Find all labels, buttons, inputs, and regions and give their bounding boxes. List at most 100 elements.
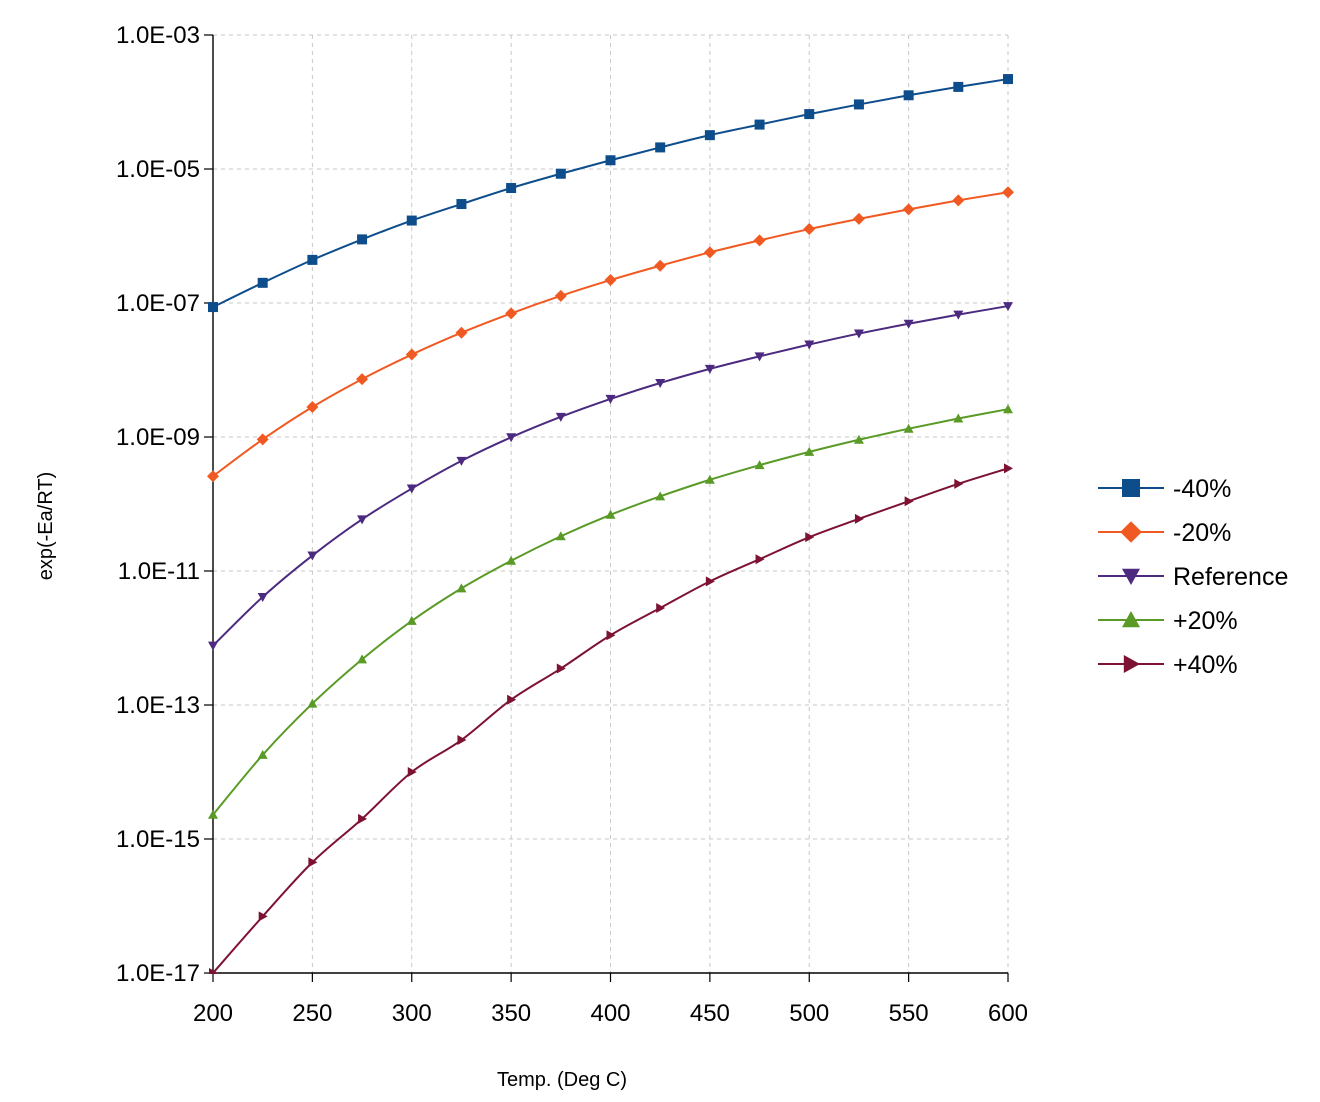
data-point [1003, 302, 1013, 312]
data-point [258, 911, 268, 922]
data-point [209, 968, 218, 974]
data-point [555, 412, 566, 422]
data-point [406, 215, 417, 226]
data-point [556, 663, 566, 674]
legend-item: Reference [1098, 563, 1288, 591]
data-point [903, 423, 914, 433]
data-point [357, 234, 368, 245]
data-point [804, 446, 815, 456]
y-tick-label: 1.0E-11 [118, 558, 200, 585]
data-point [903, 90, 914, 101]
data-point [953, 81, 964, 92]
data-point [803, 223, 816, 236]
legend-item: -20% [1098, 519, 1231, 547]
data-point [853, 434, 864, 444]
data-point [306, 401, 319, 414]
data-point [456, 583, 467, 593]
data-point [655, 378, 666, 388]
data-point [1003, 404, 1013, 414]
data-point [703, 246, 716, 259]
legend-item: +40% [1098, 651, 1238, 679]
data-point [208, 641, 218, 651]
x-tick-label: 250 [292, 1000, 332, 1027]
data-point [307, 551, 318, 561]
data-point [307, 254, 318, 265]
series-2 [207, 186, 1014, 483]
data-point [904, 496, 914, 507]
data-point [655, 142, 666, 153]
data-point [506, 183, 517, 194]
x-tick-label: 350 [491, 1000, 531, 1027]
data-point [357, 515, 368, 525]
data-point [207, 470, 219, 483]
data-point [705, 576, 715, 587]
data-point [754, 460, 765, 470]
y-axis-title: exp(-Ea/RT) [35, 472, 57, 581]
data-point [406, 615, 417, 625]
data-point [606, 630, 616, 641]
data-point [902, 203, 915, 216]
data-point [654, 259, 667, 272]
data-point [852, 212, 865, 225]
data-point [257, 749, 268, 759]
legend-label: +40% [1173, 651, 1238, 679]
y-tick-label: 1.0E-15 [116, 826, 200, 853]
data-point [455, 326, 468, 339]
y-axis-ticks: 1.0E-03 1.0E-05 1.0E-07 1.0E-09 1.0E-11 1.0E-… [116, 22, 200, 987]
data-point [358, 813, 368, 824]
data-point [356, 373, 369, 386]
y-tick-label: 1.0E-07 [116, 290, 200, 317]
data-point [307, 698, 318, 708]
data-point [754, 119, 765, 130]
data-point [208, 302, 218, 313]
data-point [456, 199, 467, 210]
data-point [853, 329, 864, 339]
legend-label: -40% [1173, 475, 1231, 503]
legend-item: +20% [1098, 607, 1238, 635]
data-point [804, 109, 815, 120]
data-point [655, 491, 666, 501]
data-point [704, 474, 715, 484]
series-5 [209, 463, 1013, 974]
data-point [507, 694, 517, 705]
x-tick-label: 400 [590, 1000, 630, 1027]
data-point [605, 155, 616, 166]
data-point [554, 289, 567, 302]
data-point [704, 364, 715, 374]
series-1 [208, 74, 1013, 313]
data-point [656, 603, 666, 614]
series-group [207, 74, 1014, 974]
data-point [1002, 186, 1014, 199]
data-point [357, 654, 368, 664]
data-point [605, 394, 616, 404]
legend-marker [1122, 568, 1140, 585]
x-tick-label: 600 [988, 1000, 1028, 1027]
series-4 [208, 404, 1013, 819]
data-point [308, 857, 318, 868]
data-point [604, 274, 617, 287]
x-axis-ticks: 200 250 300 350 400 450 500 550 600 [193, 1000, 1028, 1027]
data-point [953, 310, 964, 320]
y-tick-label: 1.0E-09 [116, 424, 200, 451]
data-point [804, 340, 815, 350]
data-point [755, 554, 765, 565]
legend-label: +20% [1173, 607, 1238, 635]
y-tick-label: 1.0E-03 [116, 22, 200, 49]
data-point [853, 99, 864, 110]
data-point [805, 532, 815, 543]
legend-item: -40% [1098, 475, 1231, 503]
x-axis-title: Temp. (Deg C) [497, 1069, 627, 1091]
legend: -40% -20% Reference +20% +40% [1098, 475, 1288, 679]
data-point [506, 433, 517, 443]
series-3 [208, 302, 1013, 651]
data-point [753, 234, 766, 247]
data-point [1004, 463, 1013, 474]
data-point [407, 767, 417, 777]
data-point [952, 194, 965, 207]
data-point [754, 352, 765, 362]
x-tick-label: 500 [789, 1000, 829, 1027]
series-line [212, 467, 1009, 974]
y-tick-label: 1.0E-17 [116, 960, 200, 987]
x-tick-label: 200 [193, 1000, 233, 1027]
data-point [954, 478, 964, 489]
